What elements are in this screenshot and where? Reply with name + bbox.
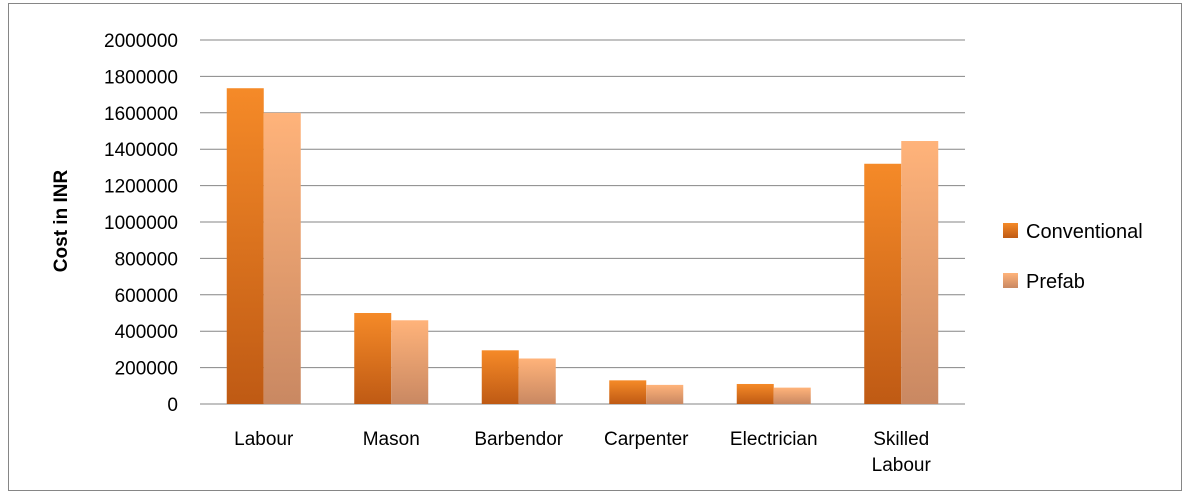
- y-axis-title: Cost in INR: [51, 170, 72, 273]
- bar-prefab-electrician: [773, 387, 811, 404]
- x-tick-label: Labour: [234, 429, 294, 450]
- y-tick-label: 1400000: [104, 140, 178, 161]
- chart-frame: [8, 3, 1182, 491]
- bar-prefab-mason: [391, 320, 429, 404]
- gridlines: [200, 39, 965, 405]
- legend-swatch-conventional: [1003, 223, 1018, 238]
- bar-conventional-mason: [354, 313, 392, 404]
- bar-conventional-skilled-labour: [864, 163, 902, 404]
- y-tick-label: 1200000: [104, 177, 178, 198]
- legend-label-prefab: Prefab: [1026, 271, 1085, 293]
- bar-prefab-labour: [263, 112, 301, 405]
- y-tick-label: 200000: [115, 359, 178, 380]
- y-tick-label: 0: [167, 395, 178, 416]
- legend-label-conventional: Conventional: [1026, 221, 1143, 243]
- bars: [226, 88, 939, 405]
- legend: Conventional Prefab: [1003, 221, 1143, 293]
- y-tick-label: 600000: [115, 286, 178, 307]
- x-tick-label: Electrician: [730, 429, 818, 450]
- bar-conventional-electrician: [736, 383, 774, 404]
- x-tick-label: Barbendor: [474, 429, 563, 450]
- y-tick-label: 2000000: [104, 31, 178, 52]
- y-axis-ticks: 0 200000 400000 600000 800000 1000000 1200000 1…: [104, 31, 178, 416]
- x-axis-labels: Labour Mason Barbendor Carpenter Electrician…: [234, 429, 931, 476]
- bar-prefab-carpenter: [646, 384, 684, 404]
- y-tick-label: 1000000: [104, 213, 178, 234]
- y-tick-label: 1600000: [104, 104, 178, 125]
- y-tick-label: 400000: [115, 322, 178, 343]
- bar-prefab-barbendor: [518, 358, 556, 404]
- bar-prefab-skilled-labour: [901, 141, 939, 404]
- x-tick-label: Skilled Labour: [872, 429, 932, 476]
- bar-conventional-labour: [226, 88, 264, 404]
- y-tick-label: 800000: [115, 249, 178, 270]
- legend-swatch-prefab: [1003, 273, 1018, 288]
- x-tick-label: Carpenter: [604, 429, 689, 450]
- x-tick-label: Mason: [363, 429, 420, 450]
- bar-conventional-barbendor: [481, 350, 519, 404]
- y-tick-label: 1800000: [104, 67, 178, 88]
- bar-conventional-carpenter: [609, 380, 647, 404]
